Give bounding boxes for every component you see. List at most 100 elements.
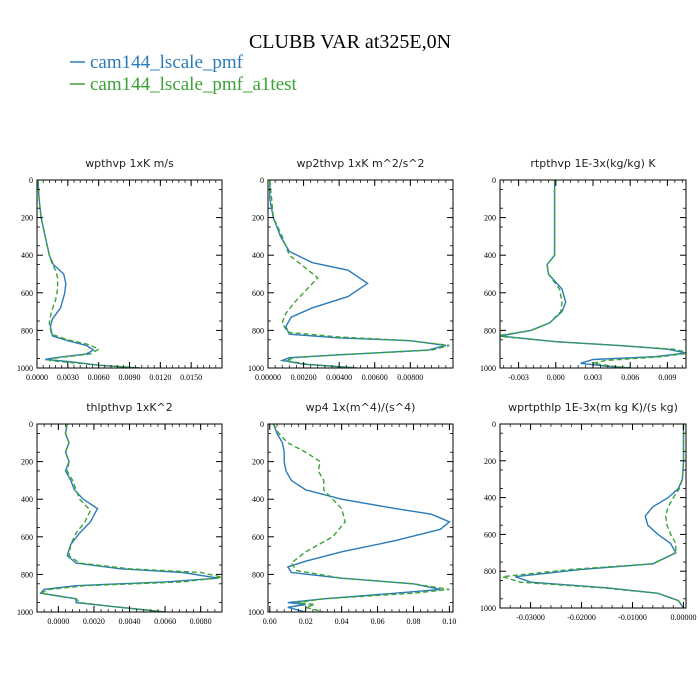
panel-frame: [267, 423, 454, 613]
x-tick-label: 0.00000: [670, 613, 696, 622]
x-tick-label: 0.00: [263, 617, 277, 626]
x-tick-label: -0.003: [508, 373, 529, 382]
y-tick-label: 0: [260, 176, 264, 185]
x-tick-label: 0.0040: [119, 617, 141, 626]
legend: cam144_lscale_pmf cam144_lscale_pmf_a1te…: [70, 52, 298, 95]
series-line-2: [38, 424, 222, 612]
panel-title: wpthvp 1xK m/s: [85, 157, 174, 170]
y-tick-label: 200: [252, 458, 264, 467]
series-group: [272, 424, 451, 612]
panel-frame: [267, 179, 454, 369]
y-tick-label: 1000: [480, 364, 496, 373]
series-line-2: [37, 180, 140, 368]
y-tick-label: 0: [492, 420, 496, 429]
y-tick-label: 1000: [248, 608, 264, 617]
y-tick-label: 400: [21, 251, 33, 260]
panel-title: rtpthvp 1E-3x(kg/kg) K: [530, 157, 656, 170]
y-tick-label: 600: [484, 289, 496, 298]
y-tick-label: 800: [21, 326, 33, 335]
x-tick-label: 0.00400: [326, 373, 352, 382]
y-tick-label: 800: [252, 326, 264, 335]
y-tick-label: 0: [260, 420, 264, 429]
x-tick-label: 0.00000: [255, 373, 281, 382]
x-tick-label: 0.00600: [362, 373, 388, 382]
panel-4: thlpthvp 1xK^2 0 200 400 600 800 1000 0.0000 0.0…: [17, 401, 223, 626]
y-tick-label: 600: [21, 533, 33, 542]
y-tick-label: 0: [29, 420, 33, 429]
x-tick-label: 0.0060: [154, 617, 176, 626]
series-line-1: [272, 424, 451, 612]
y-tick-label: 800: [21, 570, 33, 579]
y-tick-label: 800: [484, 326, 496, 335]
panel-6: wprtpthlp 1E-3x(m kg K)/(s kg) 0 200 400 600…: [480, 401, 696, 622]
series-line-2: [502, 424, 685, 608]
y-tick-label: 600: [252, 533, 264, 542]
x-tick-label: 0.00200: [291, 373, 317, 382]
x-tick-label: 0.003: [584, 373, 602, 382]
y-tick-label: 0: [29, 176, 33, 185]
y-tick-label: 1000: [248, 364, 264, 373]
x-tick-label: -0.01000: [618, 613, 647, 622]
series-group: [269, 180, 450, 368]
series-line-1: [515, 424, 685, 608]
panel-title: thlpthvp 1xK^2: [86, 401, 173, 414]
y-tick-label: 1000: [17, 364, 33, 373]
y-tick-label: 600: [21, 289, 33, 298]
x-tick-label: 0.0090: [119, 373, 141, 382]
y-tick-label: 400: [484, 494, 496, 503]
y-tick-label: 200: [21, 458, 33, 467]
x-tick-label: 0.06: [371, 617, 385, 626]
figure-title: CLUBB VAR at325E,0N: [249, 31, 451, 53]
x-tick-label: 0.0020: [83, 617, 105, 626]
series-line-1: [500, 180, 686, 368]
y-tick-label: 400: [252, 251, 264, 260]
y-tick-label: 800: [252, 570, 264, 579]
series-line-1: [37, 180, 140, 368]
y-tick-label: 1000: [17, 608, 33, 617]
series-line-1: [269, 180, 447, 368]
y-tick-label: 400: [21, 495, 33, 504]
y-tick-label: 200: [252, 214, 264, 223]
legend-label-series-1: cam144_lscale_pmf: [90, 52, 244, 73]
series-group: [502, 424, 685, 608]
y-tick-label: 400: [484, 251, 496, 260]
series-group: [37, 180, 140, 368]
series-line-2: [269, 180, 450, 368]
x-tick-label: -0.02000: [567, 613, 596, 622]
panel-frame: [499, 423, 687, 609]
x-tick-label: 0.0120: [149, 373, 171, 382]
y-tick-label: 200: [484, 457, 496, 466]
legend-label-series-2: cam144_lscale_pmf_a1test: [90, 74, 298, 95]
panel-frame: [499, 179, 687, 369]
panel-2: wp2thvp 1xK m^2/s^2020040060080010000.00…: [248, 157, 454, 382]
y-tick-label: 600: [252, 289, 264, 298]
x-tick-label: 0.009: [658, 373, 676, 382]
x-tick-label: 0.0000: [26, 373, 48, 382]
x-tick-label: 0.0000: [47, 617, 69, 626]
x-tick-label: 0.00800: [397, 373, 423, 382]
series-group: [500, 180, 686, 368]
x-tick-label: 0.08: [406, 617, 420, 626]
series-group: [38, 424, 222, 612]
x-tick-label: 0.0080: [190, 617, 212, 626]
y-tick-label: 1000: [480, 604, 496, 613]
panel-title: wp4 1x(m^4)/(s^4): [306, 401, 416, 414]
series-line-2: [500, 180, 686, 368]
y-tick-label: 0: [492, 176, 496, 185]
x-tick-label: 0.10: [442, 617, 456, 626]
x-tick-label: 0.006: [621, 373, 639, 382]
x-tick-label: 0.0150: [180, 373, 202, 382]
x-tick-label: 0.000: [547, 373, 565, 382]
y-tick-label: 800: [484, 567, 496, 576]
x-tick-label: 0.0030: [57, 373, 79, 382]
panel-3: rtpthvp 1E-3x(kg/kg) K 0 200 400 600 800 1000 -…: [480, 157, 687, 382]
x-tick-label: -0.03000: [516, 613, 545, 622]
y-tick-label: 600: [484, 530, 496, 539]
panel-title: wprtpthlp 1E-3x(m kg K)/(s kg): [508, 401, 678, 414]
y-tick-label: 200: [484, 214, 496, 223]
y-tick-label: 200: [21, 214, 33, 223]
